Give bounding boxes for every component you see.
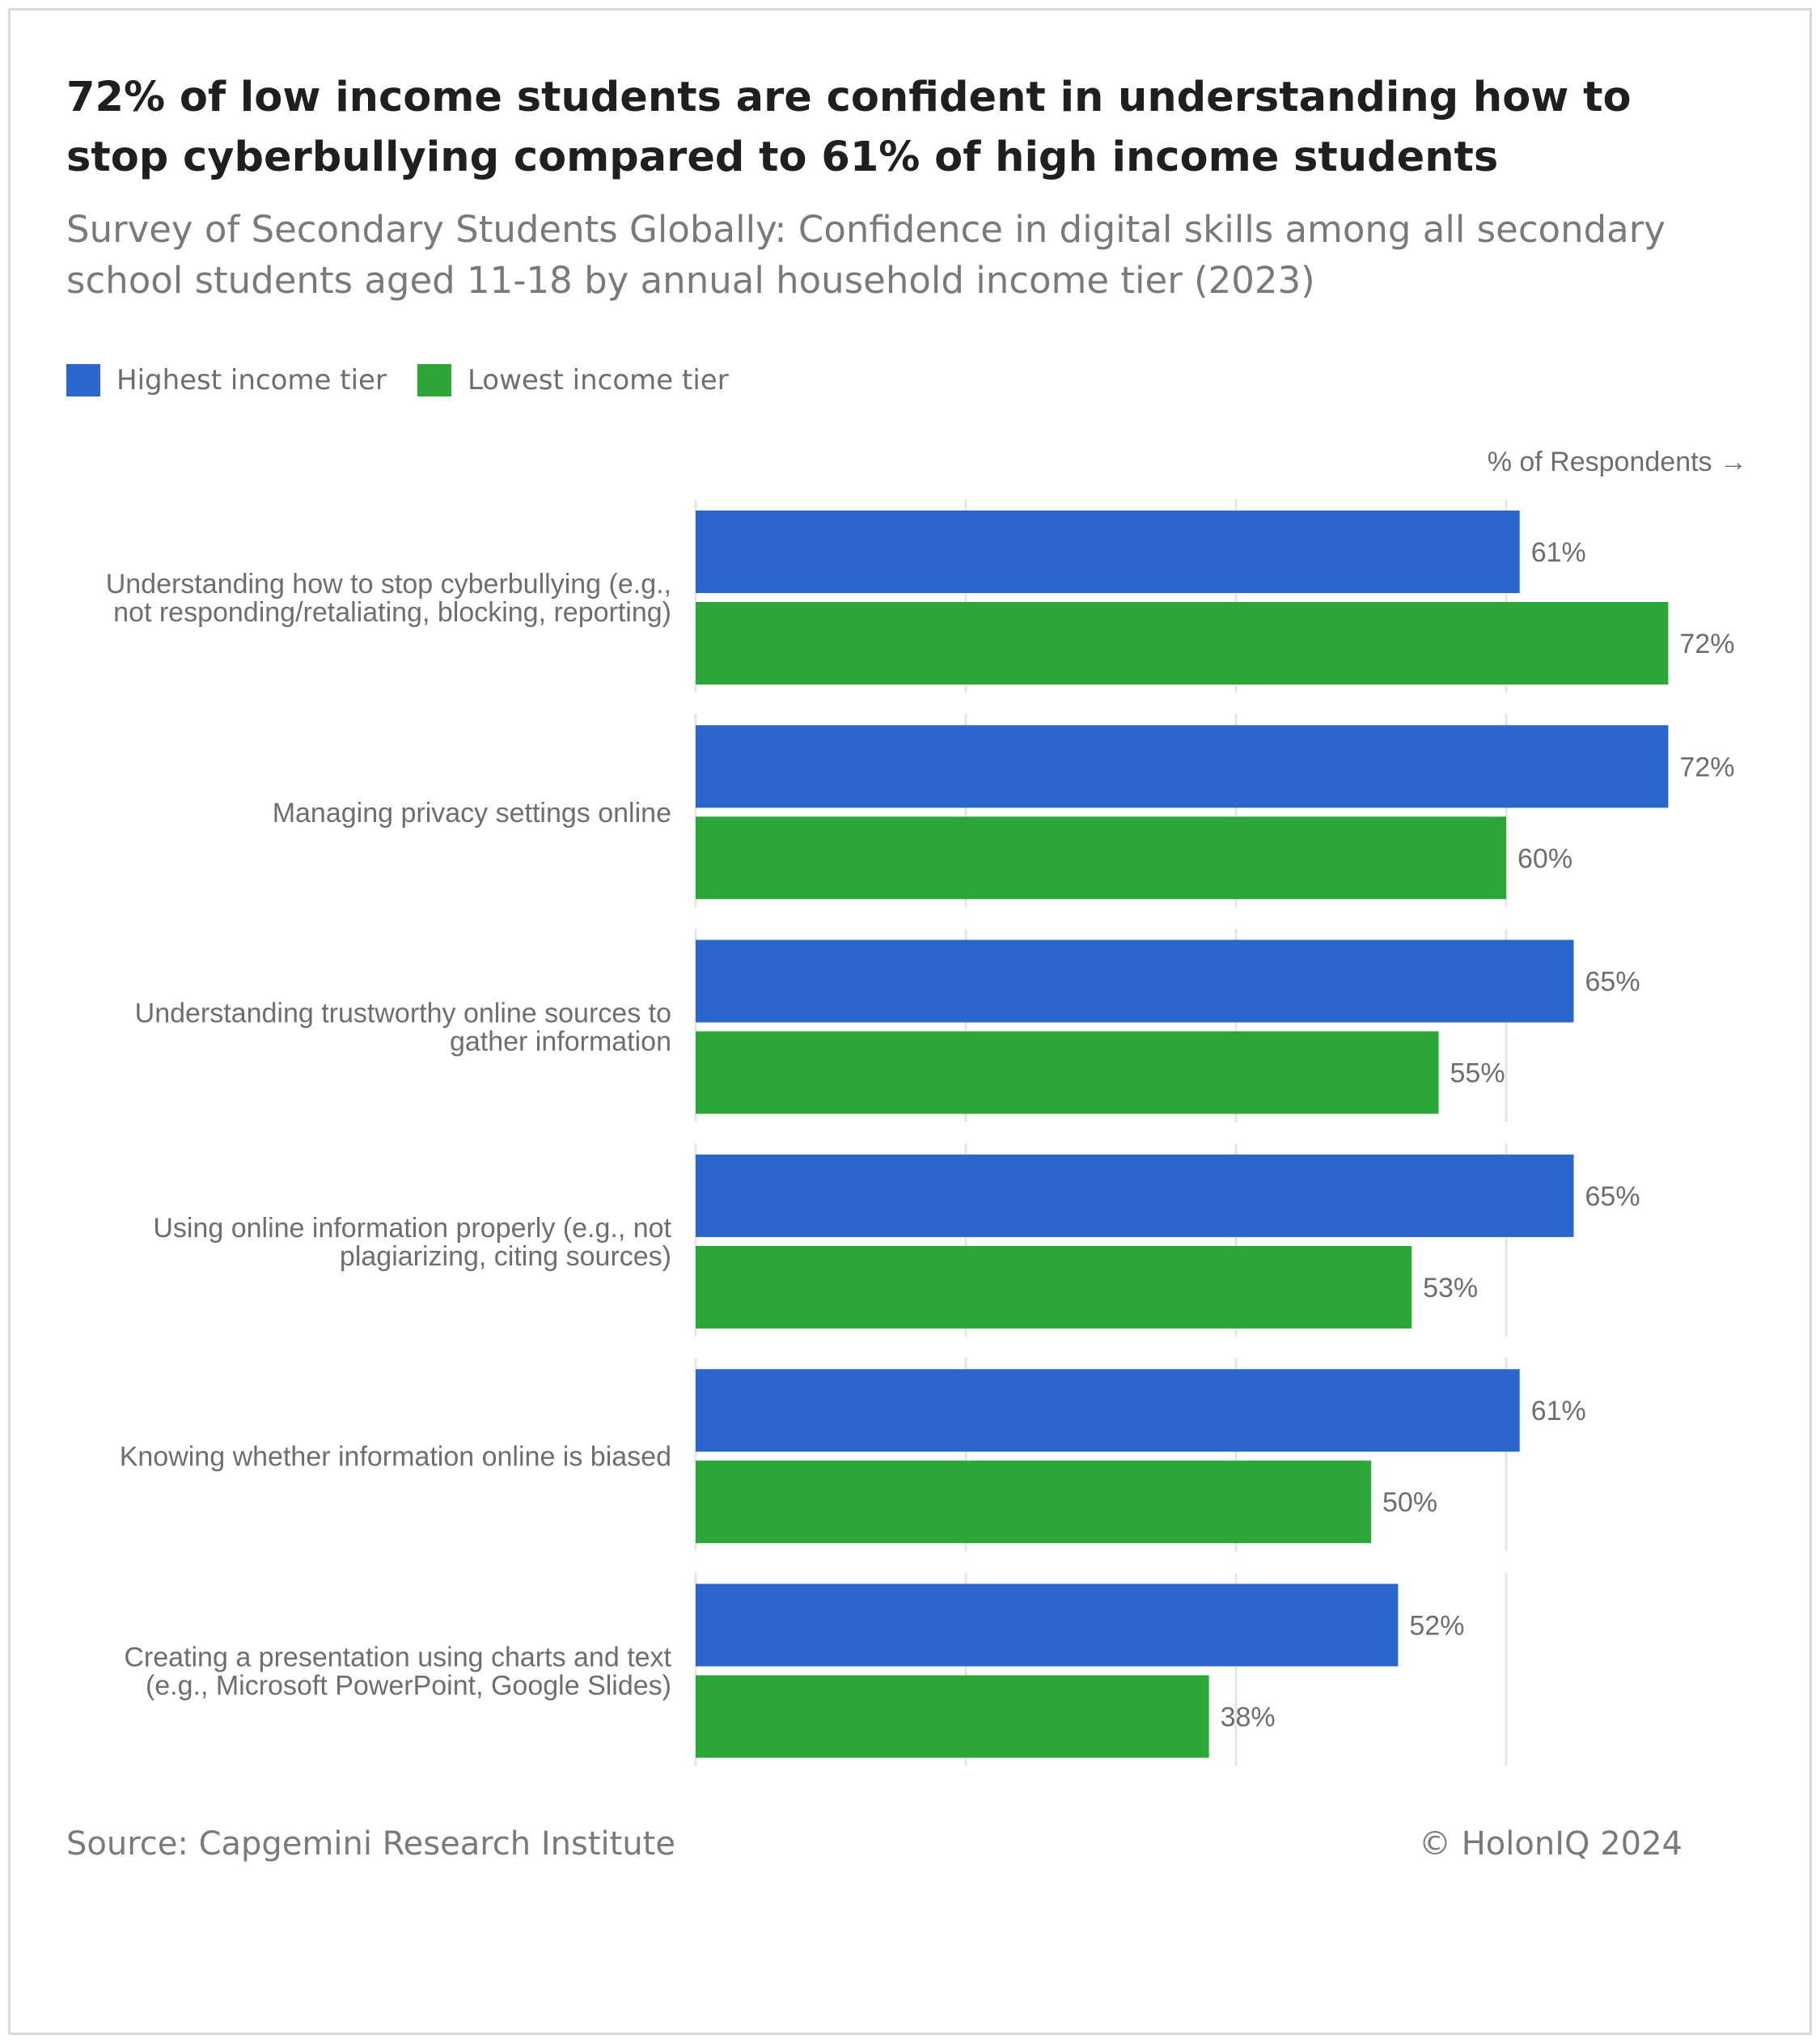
legend-item-highest-income: Highest income tier xyxy=(66,364,387,396)
gridlines xyxy=(694,499,1508,1766)
bar-group: 72% 60% xyxy=(696,725,1734,900)
copyright-note: © HolonIQ 2024 xyxy=(1419,1825,1682,1863)
data-label: 50% xyxy=(1382,1487,1437,1518)
category-label: Understanding trustworthy online sources… xyxy=(135,998,671,1058)
category-label-line: Understanding how to stop cyberbullying … xyxy=(106,569,671,600)
data-label: 72% xyxy=(1679,629,1734,659)
data-label: 60% xyxy=(1517,843,1572,874)
category-label-line: plagiarizing, citing sources) xyxy=(340,1241,671,1272)
category-label-line: Creating a presentation using charts and… xyxy=(124,1642,671,1673)
category-label-line: not responding/retaliating, blocking, re… xyxy=(113,597,671,628)
bar-highest-income xyxy=(696,1369,1520,1452)
data-label: 55% xyxy=(1450,1058,1505,1089)
data-label: 61% xyxy=(1531,537,1586,568)
legend-label-highest-income: Highest income tier xyxy=(116,364,387,396)
bar-lowest-income xyxy=(696,1031,1439,1114)
data-label: 52% xyxy=(1409,1611,1464,1642)
category-label-line: Managing privacy settings online xyxy=(273,798,671,829)
bar-lowest-income xyxy=(696,1460,1371,1544)
data-label: 72% xyxy=(1679,752,1734,782)
legend-swatch-lowest-income xyxy=(417,364,451,396)
bar-group: 61% 72% xyxy=(696,511,1734,685)
category-label-line: Knowing whether information online is bi… xyxy=(120,1442,671,1473)
bar-group: 61% 50% xyxy=(696,1369,1586,1544)
category-label: Creating a presentation using charts and… xyxy=(124,1642,671,1702)
category-label: Understanding how to stop cyberbullying … xyxy=(106,569,671,628)
legend-item-lowest-income: Lowest income tier xyxy=(417,364,729,396)
category-label-line: Using online information properly (e.g.,… xyxy=(153,1213,671,1244)
source-note: Source: Capgemini Research Institute xyxy=(66,1825,675,1863)
category-label: Using online information properly (e.g.,… xyxy=(153,1213,671,1272)
data-label: 61% xyxy=(1531,1396,1586,1426)
bar-highest-income xyxy=(696,725,1669,808)
category-label: Knowing whether information online is bi… xyxy=(120,1442,671,1473)
data-label: 65% xyxy=(1585,1181,1640,1212)
category-label: Managing privacy settings online xyxy=(273,798,671,829)
bar-highest-income xyxy=(696,1154,1574,1237)
category-label-line: (e.g., Microsoft PowerPoint, Google Slid… xyxy=(146,1671,671,1702)
data-label: 65% xyxy=(1585,967,1640,998)
bar-highest-income xyxy=(696,1583,1399,1667)
legend-swatch-highest-income xyxy=(66,364,100,396)
bar-group: 65% 53% xyxy=(696,1154,1640,1329)
bar-lowest-income xyxy=(696,602,1669,685)
chart-subtitle: Survey of Secondary Students Globally: C… xyxy=(66,208,1666,302)
bar-lowest-income xyxy=(696,1245,1412,1329)
bar-group: 65% 55% xyxy=(696,939,1640,1114)
bar-lowest-income xyxy=(696,816,1506,900)
category-label-line: Understanding trustworthy online sources… xyxy=(135,998,671,1029)
bar-lowest-income xyxy=(696,1675,1209,1758)
category-label-line: gather information xyxy=(450,1027,671,1058)
data-label: 53% xyxy=(1423,1273,1478,1303)
chart-title: 72% of low income students are confident… xyxy=(66,74,1632,181)
legend: Highest income tier Lowest income tier xyxy=(66,362,760,398)
legend-label-lowest-income: Lowest income tier xyxy=(467,364,729,396)
bar-group: 52% 38% xyxy=(696,1583,1464,1758)
bar-highest-income xyxy=(696,939,1574,1023)
x-axis-label: % of Respondents → xyxy=(1487,447,1747,477)
data-label: 38% xyxy=(1221,1702,1276,1733)
bar-highest-income xyxy=(696,511,1520,593)
